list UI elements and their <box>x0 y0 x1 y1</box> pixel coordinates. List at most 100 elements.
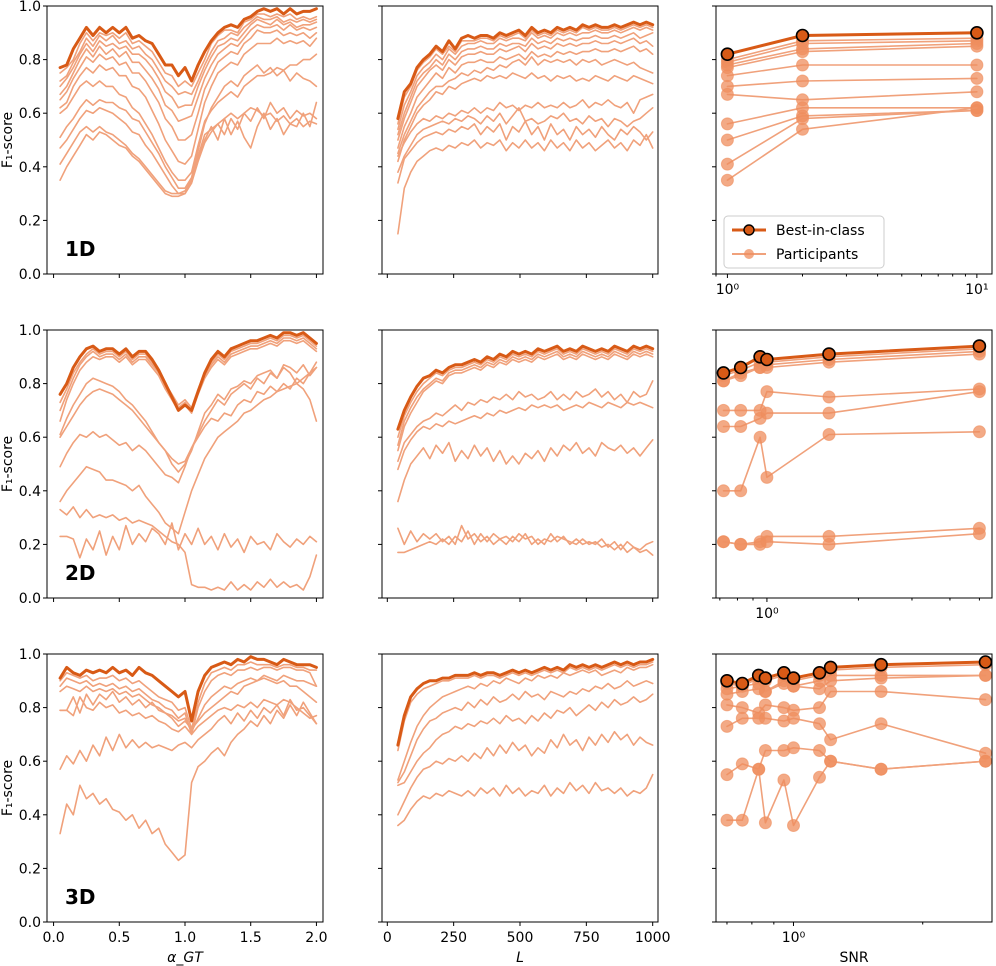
best-in-class-line <box>58 7 318 83</box>
participant-line <box>59 64 318 189</box>
panel-length_sweep-3d <box>396 657 655 827</box>
participant-marker <box>824 733 838 747</box>
y-tick-label: 0.4 <box>19 808 41 824</box>
participant-marker <box>720 133 734 147</box>
best-in-class-line <box>396 657 655 747</box>
participant-line <box>59 506 318 591</box>
participant-line <box>59 29 318 141</box>
x-tick-label: 2.0 <box>305 930 327 946</box>
participant-marker <box>813 701 826 715</box>
x-tick-label: 10¹ <box>965 282 988 298</box>
participant-line <box>397 693 654 787</box>
participant-marker <box>979 693 992 707</box>
y-axis-label: F₁-score <box>0 112 16 168</box>
legend-participants-label: Participants <box>776 247 858 263</box>
participant-marker <box>972 385 986 399</box>
best-in-class-line <box>58 331 318 412</box>
participant-marker <box>874 762 888 776</box>
best-in-class-marker <box>823 660 838 675</box>
panel-alpha_sweep-2d <box>58 331 318 591</box>
best-in-class-marker <box>760 352 774 367</box>
participant-line <box>397 120 654 184</box>
participant-line <box>397 26 654 131</box>
participant-marker <box>796 74 809 88</box>
y-tick-label: 0.8 <box>19 53 41 69</box>
participant-marker <box>720 768 734 782</box>
participant-marker <box>720 719 734 733</box>
y-tick-label: 1.0 <box>19 647 41 663</box>
participant-line <box>59 661 318 730</box>
participant-marker <box>787 819 800 832</box>
participant-marker <box>970 58 984 72</box>
best-in-class-marker <box>733 360 748 375</box>
x-axis-label: L <box>516 950 524 966</box>
y-axis-label: F₁-score <box>0 760 16 816</box>
participant-line <box>397 773 654 827</box>
x-tick-label: 500 <box>507 930 534 946</box>
participant-marker <box>758 744 772 757</box>
participant-marker <box>813 682 826 696</box>
participant-marker <box>720 117 734 131</box>
participant-line <box>397 56 654 155</box>
participant-marker <box>720 157 734 171</box>
participant-marker <box>734 420 748 433</box>
best-in-class-marker <box>972 339 987 353</box>
participant-line <box>59 334 318 409</box>
participant-line <box>397 730 654 816</box>
participant-marker <box>758 816 772 830</box>
y-tick-label: 0.6 <box>19 430 41 446</box>
participant-marker <box>822 406 836 420</box>
participant-line <box>726 77 978 88</box>
x-tick-label: 250 <box>440 930 467 946</box>
participant-marker <box>796 58 809 72</box>
participant-line <box>397 530 654 556</box>
legend-best-marker <box>743 224 755 236</box>
axes-frame <box>715 653 993 923</box>
x-tick-label: 10⁰ <box>782 930 806 946</box>
y-tick-label: 0.8 <box>19 701 41 717</box>
best-in-class-marker <box>735 676 750 691</box>
best-in-class-marker <box>758 671 773 685</box>
x-tick-label: 0.5 <box>108 930 130 946</box>
participant-marker <box>720 69 734 83</box>
y-tick-label: 0.8 <box>19 377 41 393</box>
best-in-class-marker <box>720 673 734 688</box>
participant-marker <box>874 671 888 685</box>
x-tick-label: 0.0 <box>42 930 64 946</box>
participant-line <box>59 37 318 165</box>
axes-frame <box>715 329 993 599</box>
x-tick-label: 750 <box>573 930 600 946</box>
participant-line <box>59 18 318 109</box>
participant-line <box>397 524 654 551</box>
participant-line <box>59 696 318 736</box>
axes-frame <box>381 329 659 599</box>
participant-line <box>59 677 318 730</box>
best-in-class-marker <box>874 657 888 672</box>
dimension-label: 2D <box>65 561 96 585</box>
participant-marker <box>813 770 826 784</box>
participant-line <box>397 439 654 503</box>
legend-best-label: Best-in-class <box>776 223 865 239</box>
participant-line <box>397 37 654 141</box>
dimension-label: 3D <box>65 885 96 909</box>
participant-marker <box>822 428 836 441</box>
axes-frame <box>381 653 659 923</box>
participant-line <box>397 350 654 447</box>
participant-line <box>726 91 978 101</box>
best-in-class-marker <box>822 347 836 361</box>
best-in-class-marker <box>978 655 993 669</box>
participant-line <box>397 31 654 136</box>
y-tick-label: 0.4 <box>19 484 41 500</box>
participant-marker <box>734 403 748 417</box>
participant-line <box>59 366 318 484</box>
participant-line <box>397 45 654 149</box>
participant-line <box>397 679 654 784</box>
y-tick-label: 0.0 <box>19 915 41 931</box>
axes-frame <box>715 5 993 275</box>
participant-line <box>726 760 987 827</box>
y-tick-label: 0.2 <box>19 537 41 553</box>
participant-marker <box>822 390 836 404</box>
x-tick-label: 1000 <box>635 930 671 946</box>
participant-marker <box>813 717 826 731</box>
